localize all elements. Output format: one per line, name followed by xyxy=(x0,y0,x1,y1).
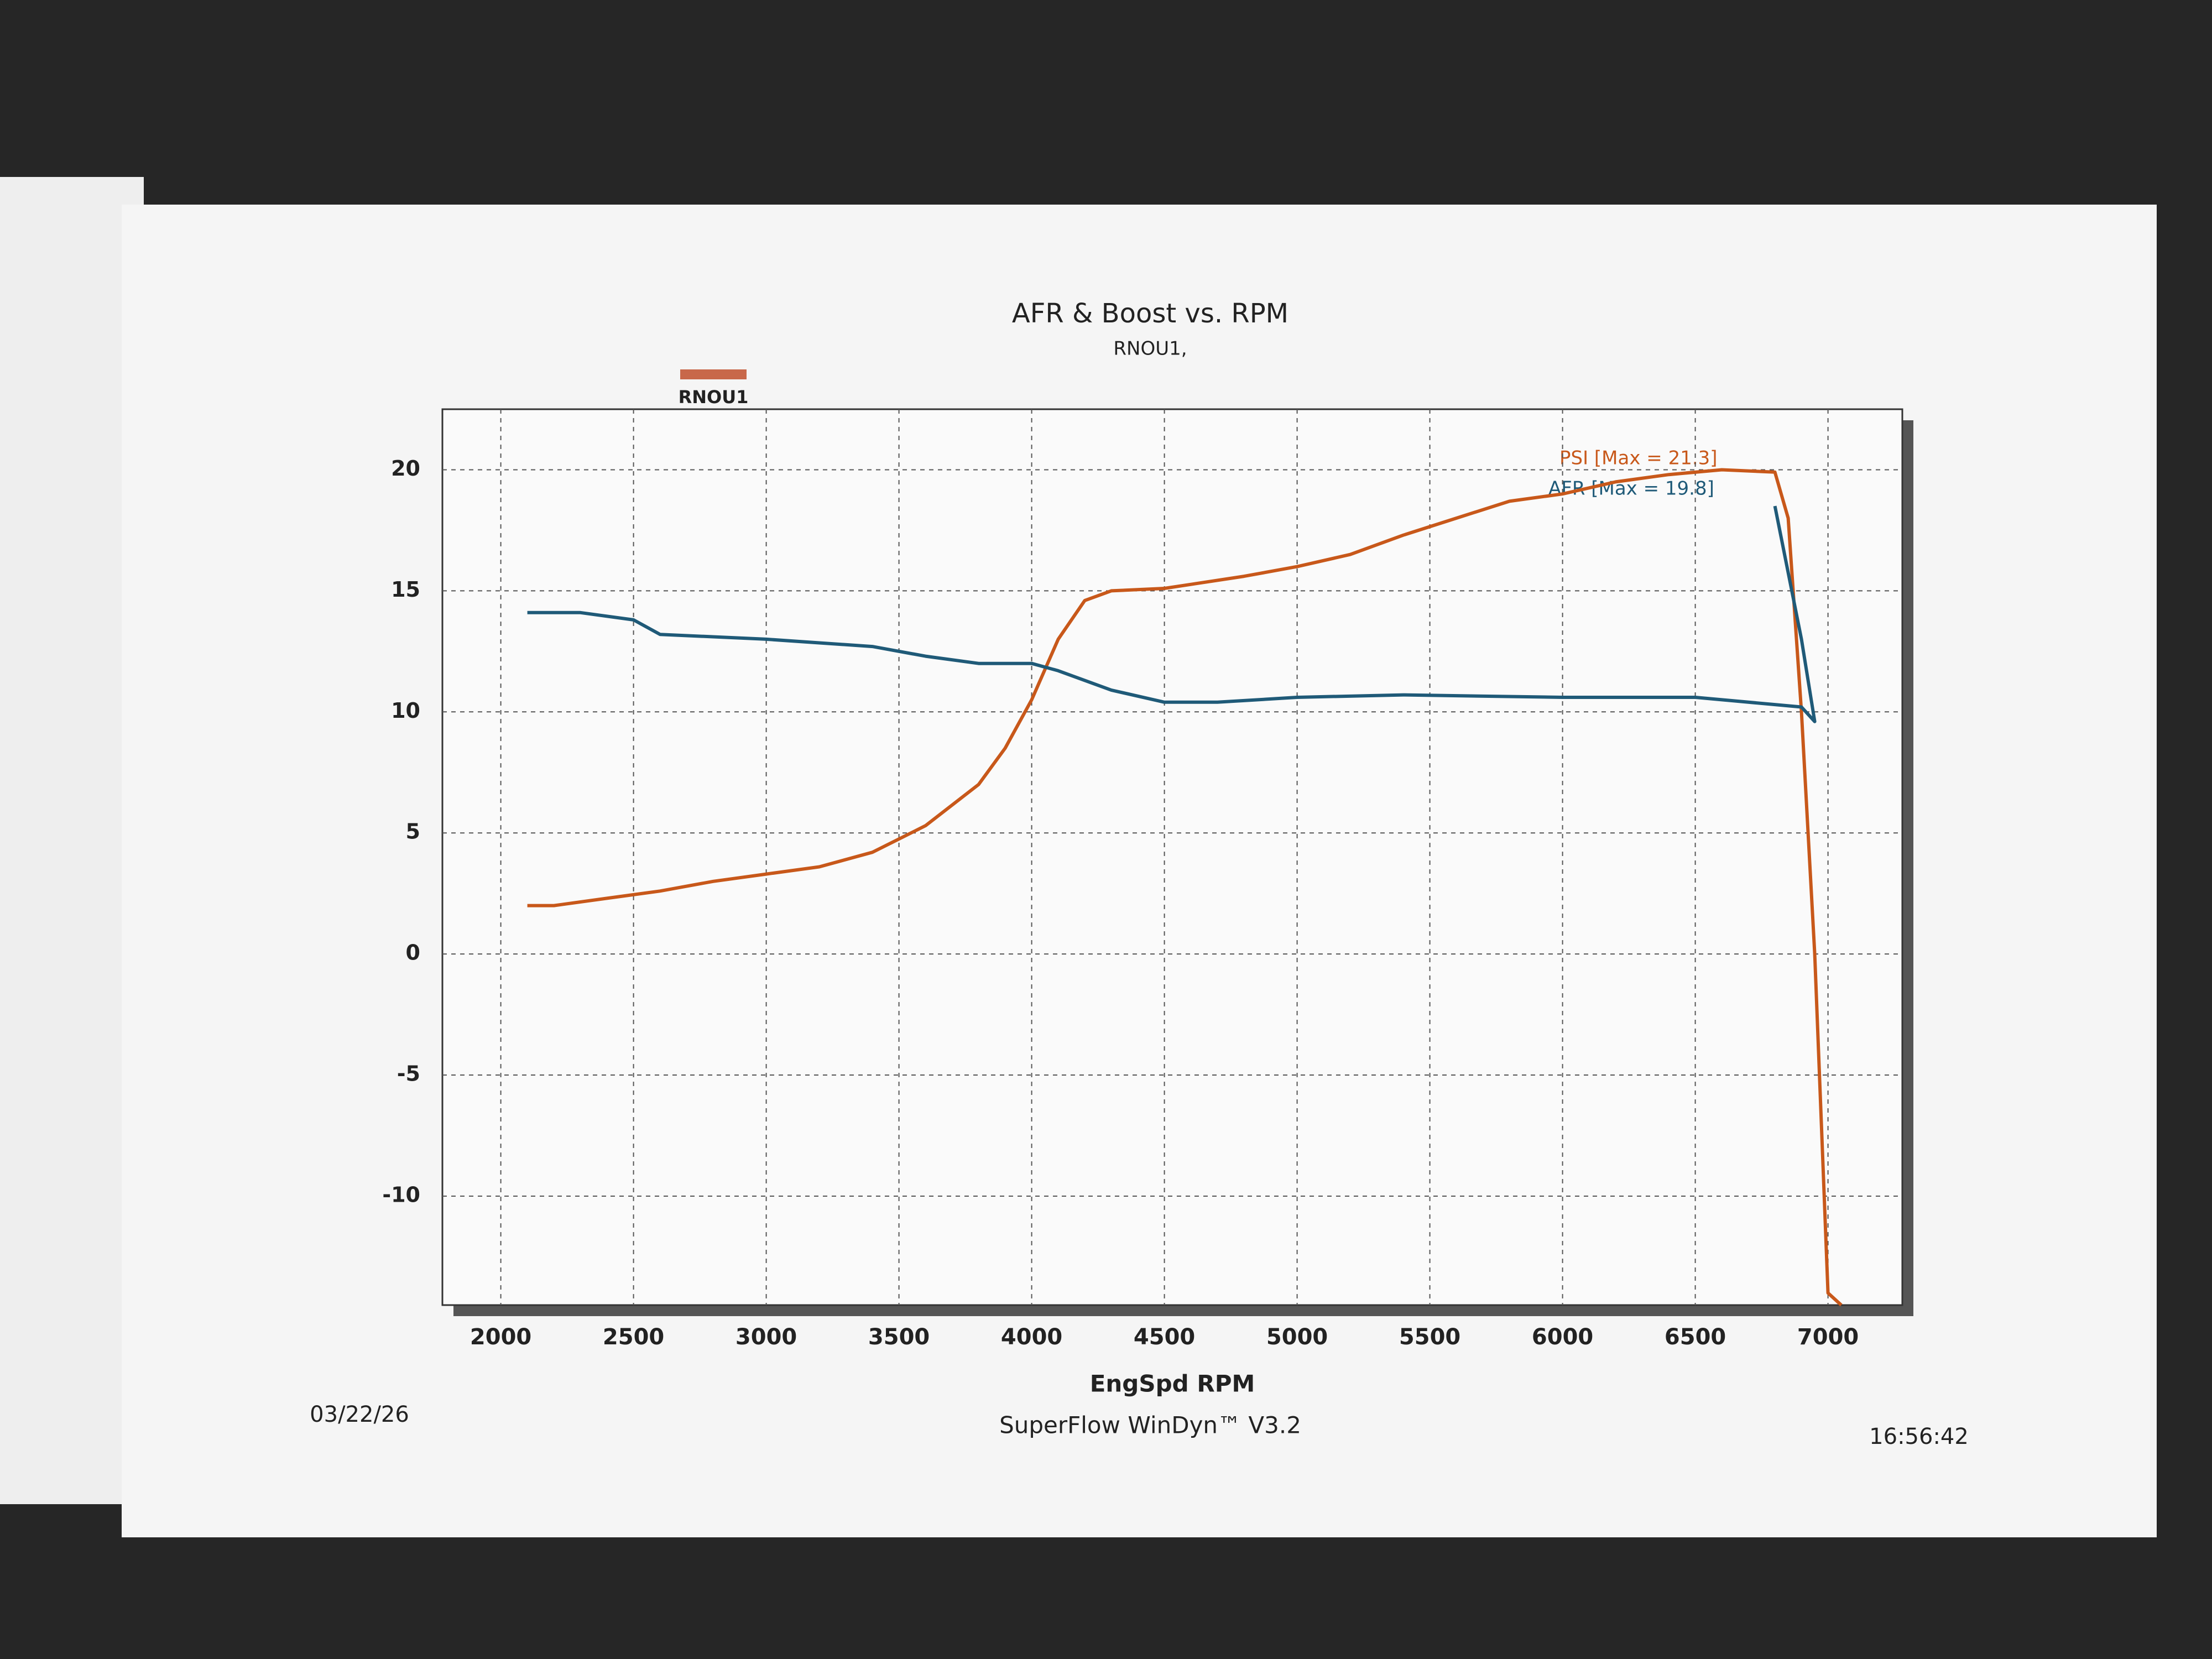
x-axis-label: EngSpd RPM xyxy=(1090,1370,1255,1397)
x-tick-label: 3500 xyxy=(868,1324,930,1350)
other-paper xyxy=(0,177,144,1504)
y-tick-label: 20 xyxy=(391,456,420,481)
x-tick-label: 6500 xyxy=(1665,1324,1726,1350)
footer-date: 03/22/26 xyxy=(310,1402,409,1427)
x-tick-label: 2000 xyxy=(470,1324,531,1350)
chart-subtitle: RNOU1, xyxy=(1113,338,1187,360)
x-tick-label: 7000 xyxy=(1797,1324,1859,1350)
series-line xyxy=(527,468,1843,1307)
legend-label: RNOU1 xyxy=(679,387,749,408)
x-tick-label: 5000 xyxy=(1266,1324,1328,1350)
y-tick-label: -10 xyxy=(382,1182,420,1207)
footer-software: SuperFlow WinDyn™ V3.2 xyxy=(999,1412,1301,1439)
x-tick-label: 5500 xyxy=(1399,1324,1460,1350)
y-tick-label: 15 xyxy=(391,577,420,602)
y-tick-label: 10 xyxy=(391,698,420,723)
x-tick-label: 6000 xyxy=(1532,1324,1593,1350)
annotation-psi: PSI [Max = 21.3] xyxy=(1559,447,1718,469)
series-line xyxy=(527,505,1817,723)
chart-title: AFR & Boost vs. RPM xyxy=(1012,298,1288,329)
y-tick-label: 5 xyxy=(406,820,420,844)
footer-time: 16:56:42 xyxy=(1869,1424,1969,1449)
x-tick-label: 4000 xyxy=(1001,1324,1062,1350)
x-tick-label: 4500 xyxy=(1134,1324,1195,1350)
plot-area xyxy=(441,408,1903,1306)
legend-swatch xyxy=(680,369,747,379)
x-tick-label: 2500 xyxy=(603,1324,664,1350)
y-tick-label: 0 xyxy=(406,941,420,965)
y-tick-label: -5 xyxy=(397,1062,420,1086)
x-tick-label: 3000 xyxy=(735,1324,797,1350)
